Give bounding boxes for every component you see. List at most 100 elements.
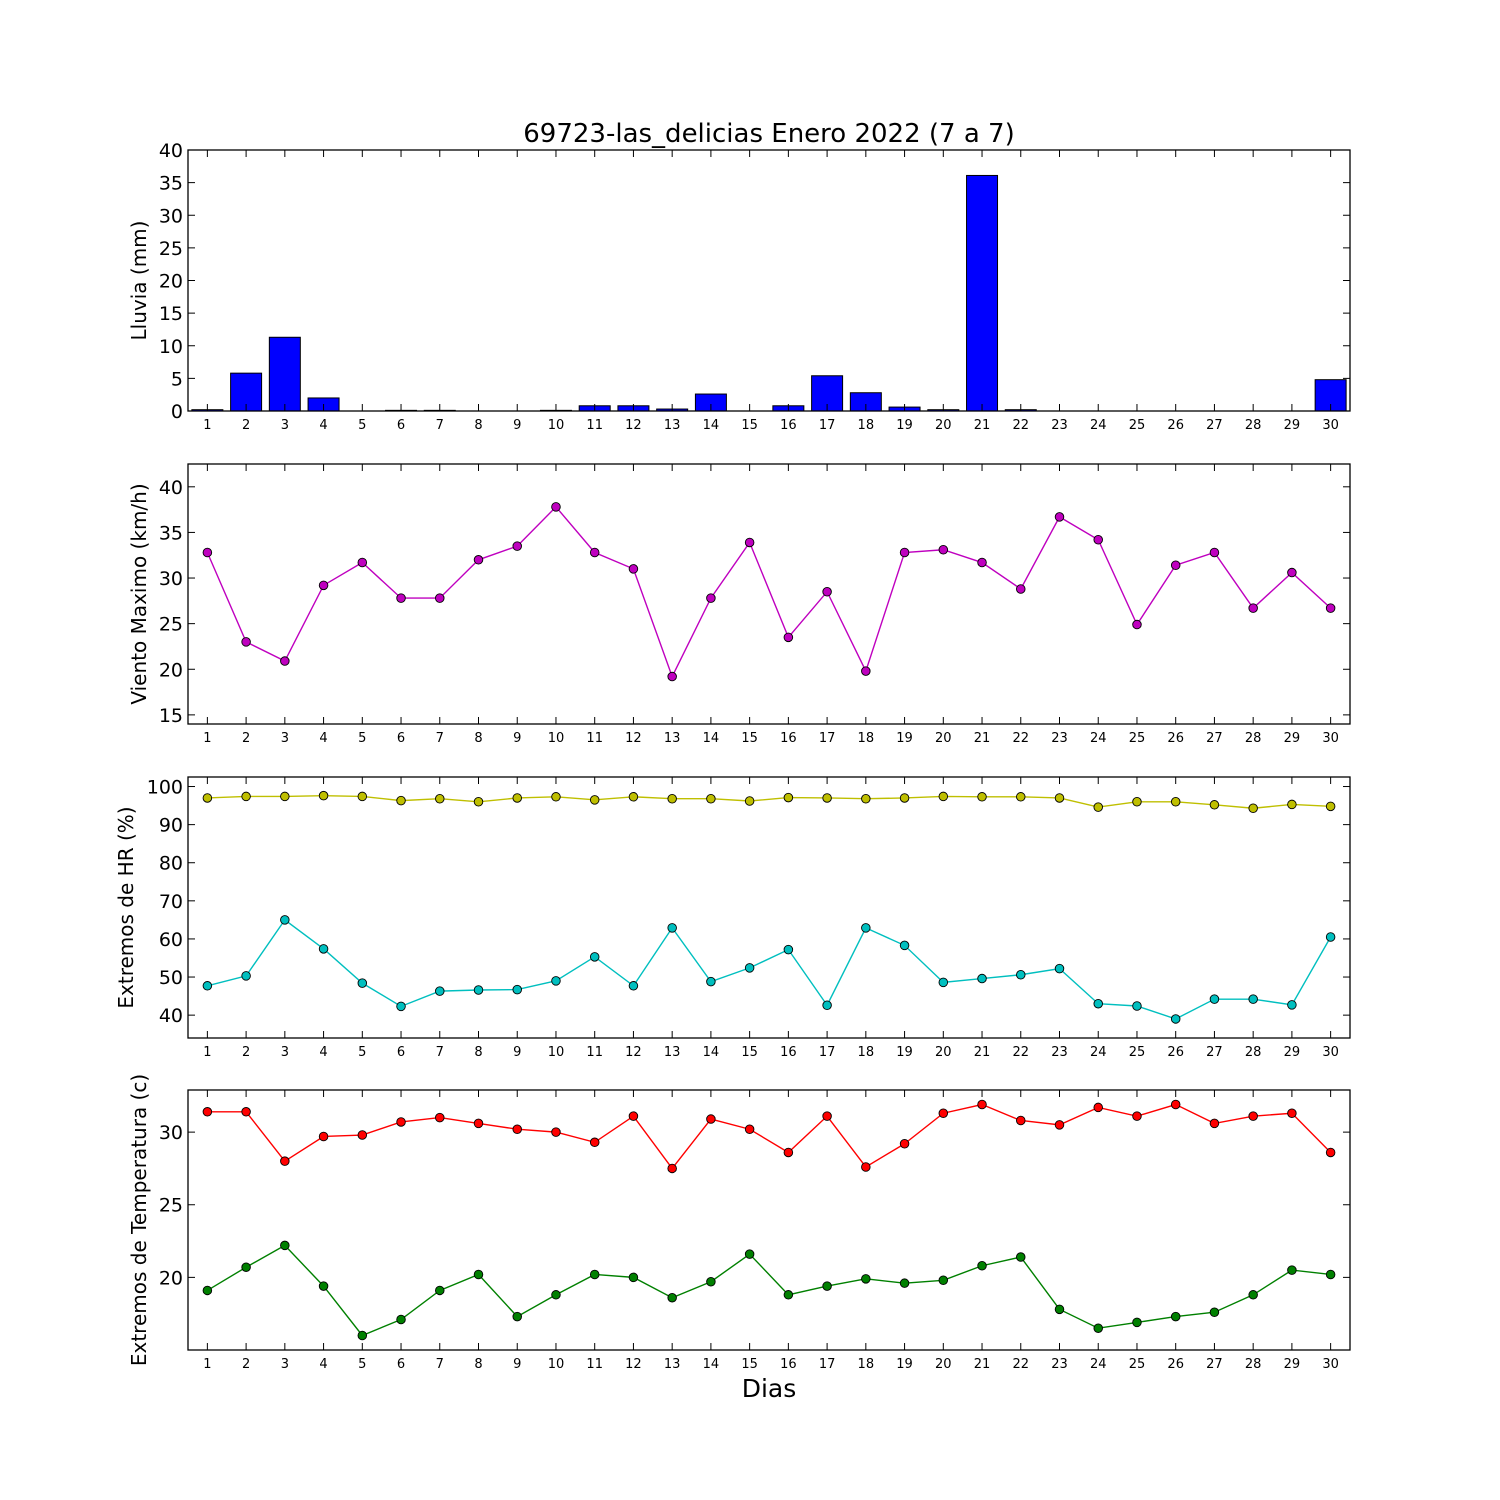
hr-max-point-day-28	[1248, 803, 1258, 813]
temp-min-point-day-16	[783, 1290, 794, 1300]
x-tick-label: 14	[703, 1357, 720, 1372]
max-wind-point-day-17	[822, 586, 832, 597]
x-tick-label: 25	[1129, 418, 1146, 433]
hr-min-point-day-14	[706, 976, 716, 987]
x-tick-label: 1	[203, 418, 211, 433]
x-tick-label: 10	[548, 418, 565, 433]
temp-max-point-day-15	[744, 1124, 755, 1134]
x-tick-label: 29	[1284, 1357, 1301, 1372]
temp-max-point-day-23	[1054, 1120, 1065, 1130]
x-tick-label: 13	[664, 1357, 681, 1372]
x-tick-label: 19	[896, 1357, 913, 1372]
temp-max-point-day-27	[1209, 1118, 1220, 1129]
hr-max-point-day-25	[1132, 797, 1142, 807]
x-tick-label: 5	[358, 1045, 366, 1060]
hr-min-point-day-27	[1209, 994, 1220, 1004]
x-tick-label: 28	[1245, 418, 1262, 433]
temp-max-point-day-11	[589, 1137, 600, 1148]
x-tick-label: 1	[203, 1357, 211, 1372]
y-tick-label: 35	[159, 173, 183, 195]
max-wind-point-day-18	[861, 666, 871, 676]
max-wind-point-day-9	[512, 541, 522, 551]
hr-min-point-day-24	[1093, 998, 1103, 1009]
y-tick-label: 35	[159, 522, 183, 544]
x-tick-label: 6	[397, 418, 405, 433]
x-tick-label: 12	[625, 731, 642, 746]
x-tick-label: 17	[819, 731, 836, 746]
temp-max-point-day-7	[435, 1112, 445, 1123]
temp-min-point-day-5	[357, 1330, 368, 1341]
hr-min-point-day-18	[861, 923, 871, 933]
hr-max-point-day-27	[1209, 800, 1220, 810]
y-tick-label: 15	[159, 705, 183, 727]
y-tick-label: 20	[159, 271, 183, 293]
x-tick-label: 16	[780, 1357, 797, 1372]
x-tick-label: 19	[896, 1045, 913, 1060]
temp-min-point-day-23	[1054, 1304, 1065, 1315]
temp-max-point-day-16	[783, 1147, 794, 1158]
hr-max-point-day-22	[1016, 792, 1026, 802]
max-wind-point-day-25	[1132, 619, 1142, 630]
temp-max-point-day-13	[667, 1163, 677, 1174]
x-tick-label: 14	[703, 731, 720, 746]
temperature-extremes-y-axis-label: Extremos de Temperatura (c)	[127, 1074, 151, 1366]
x-tick-label: 4	[319, 731, 327, 746]
temp-min-point-day-2	[241, 1262, 251, 1272]
x-tick-label: 23	[1051, 731, 1068, 746]
hr-min-point-day-28	[1248, 994, 1258, 1004]
temp-max-point-day-25	[1132, 1111, 1142, 1121]
x-tick-label: 1	[203, 731, 211, 746]
hr-min-point-day-26	[1170, 1014, 1181, 1024]
hr-max-point-day-6	[396, 795, 406, 806]
y-tick-label: 5	[171, 368, 183, 390]
max-wind-point-day-12	[628, 564, 639, 574]
temp-min-point-day-20	[938, 1275, 949, 1286]
x-tick-label: 15	[741, 418, 758, 433]
temp-max-point-day-24	[1093, 1102, 1103, 1113]
temperature-extremes-marks	[202, 1099, 1336, 1341]
x-tick-label: 25	[1129, 1357, 1146, 1372]
x-tick-label: 22	[1012, 418, 1029, 433]
x-tick-label: 6	[397, 731, 405, 746]
x-tick-label: 4	[319, 1357, 327, 1372]
max-wind-point-day-29	[1287, 567, 1297, 578]
x-tick-label: 26	[1167, 1357, 1184, 1372]
x-tick-label: 2	[242, 418, 250, 433]
hr-max-point-day-11	[589, 795, 600, 805]
temp-min-point-day-22	[1016, 1252, 1026, 1262]
max-wind-axes-frame	[187, 463, 1351, 725]
max-wind-point-day-8	[473, 555, 484, 565]
x-tick-label: 8	[474, 731, 482, 746]
x-tick-label: 30	[1322, 731, 1339, 746]
temp-min-point-day-30	[1325, 1269, 1336, 1280]
x-tick-label: 7	[436, 418, 444, 433]
x-tick-label: 3	[281, 1045, 289, 1060]
x-tick-label: 2	[242, 731, 250, 746]
x-tick-label: 16	[780, 418, 797, 433]
x-tick-label: 11	[586, 418, 603, 433]
hr-max-point-day-20	[938, 791, 949, 802]
hr-max-point-day-23	[1054, 793, 1065, 803]
max-wind-point-day-27	[1209, 547, 1220, 558]
rainfall-y-axis-label: Lluvia (mm)	[127, 221, 151, 341]
x-tick-label: 5	[358, 1357, 366, 1372]
temp-min-point-day-11	[589, 1269, 600, 1280]
max-wind-point-day-13	[667, 671, 677, 682]
y-tick-label: 15	[159, 303, 183, 325]
hr-min-point-day-30	[1325, 932, 1336, 942]
y-tick-label: 60	[159, 929, 183, 951]
x-tick-label: 27	[1206, 1045, 1223, 1060]
x-tick-label: 12	[625, 1045, 642, 1060]
max-wind-point-day-16	[783, 632, 794, 643]
temp-min-point-day-9	[512, 1311, 522, 1322]
hr-min-point-day-21	[977, 973, 987, 984]
y-tick-label: 30	[159, 568, 183, 590]
temp-min-point-day-24	[1093, 1323, 1103, 1333]
x-tick-label: 12	[625, 418, 642, 433]
x-tick-label: 24	[1090, 1045, 1107, 1060]
x-tick-label: 27	[1206, 731, 1223, 746]
temp-max-point-day-29	[1287, 1108, 1297, 1118]
x-tick-label: 17	[819, 1357, 836, 1372]
